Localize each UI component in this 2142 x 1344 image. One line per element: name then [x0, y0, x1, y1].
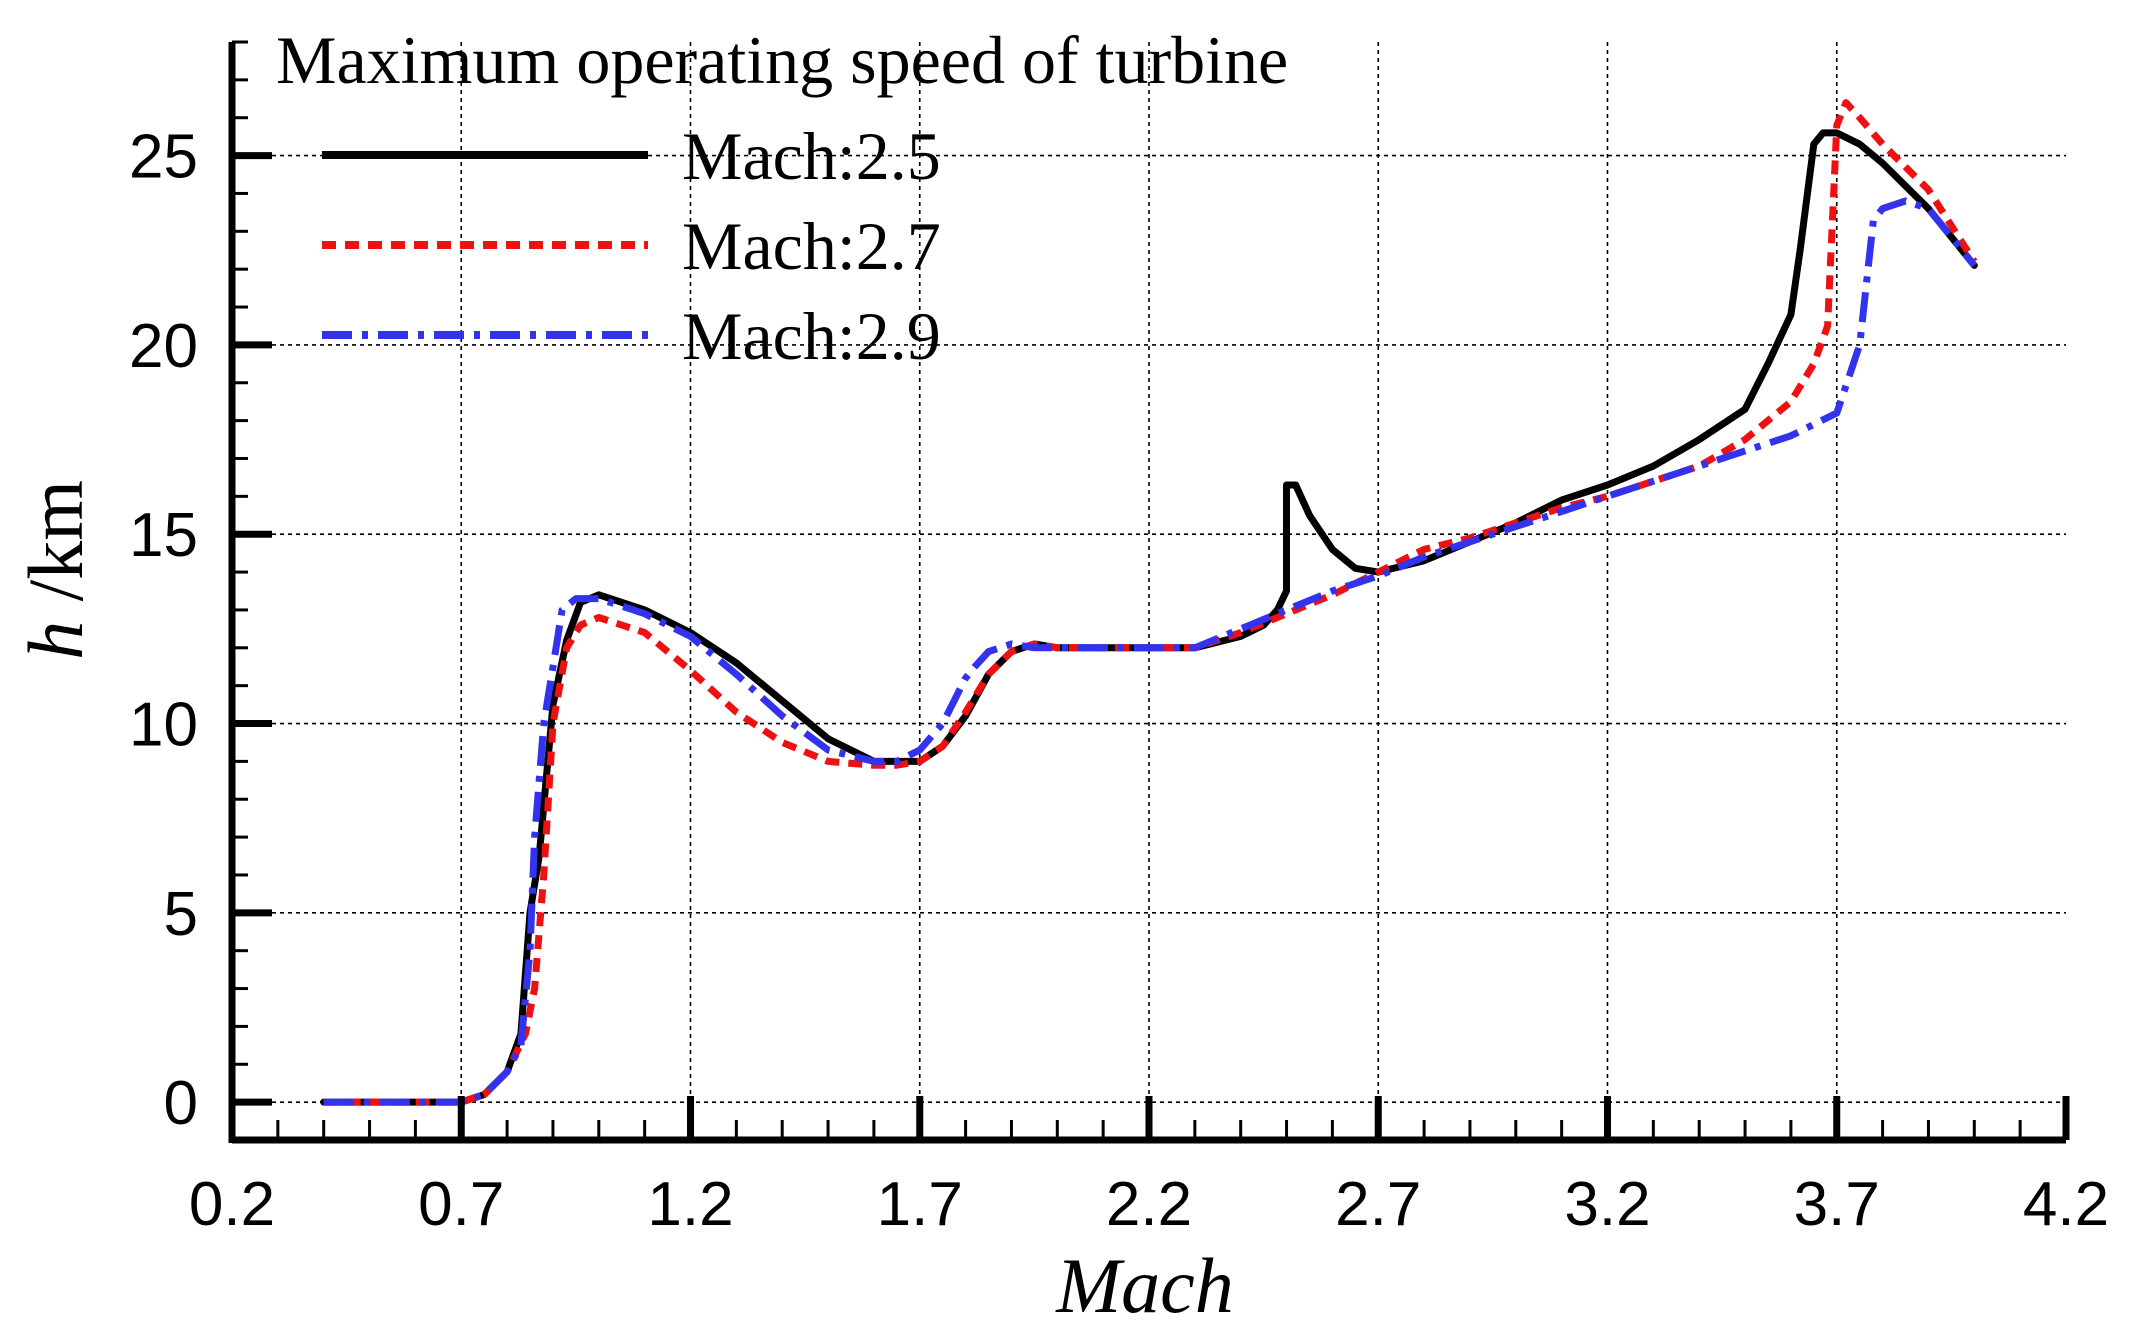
x-tick-label: 2.7 [1335, 1170, 1421, 1239]
legend-label: Mach:2.9 [682, 298, 941, 374]
legend: Maximum operating speed of turbine Mach:… [276, 22, 1288, 374]
series-line-mach-2-7 [323, 99, 1978, 1106]
y-tick-label: 15 [129, 501, 198, 570]
x-tick-label: 3.7 [1794, 1170, 1880, 1239]
tick-marks [228, 40, 2070, 1142]
x-tick-label: 2.2 [1106, 1170, 1192, 1239]
x-tick-label: 4.2 [2023, 1170, 2109, 1239]
x-tick-label: 0.7 [418, 1170, 504, 1239]
y-tick-label: 20 [129, 312, 198, 381]
series-line-mach-2-9 [323, 197, 1978, 1106]
axes [228, 42, 2066, 1144]
y-axis-unit: /km [12, 480, 99, 621]
x-tick-label: 3.2 [1564, 1170, 1650, 1239]
y-axis-variable: h [12, 621, 99, 660]
y-tick-label: 0 [164, 1069, 198, 1138]
legend-title: Maximum operating speed of turbine [276, 22, 1288, 98]
y-tick-label: 25 [129, 123, 198, 192]
gridlines [232, 42, 2066, 1140]
tick-labels: 0.2 0.7 1.2 1.7 2.2 2.7 3.2 3.7 4.2 0 5 10 15 20 25 [129, 123, 2109, 1239]
y-tick-label: 10 [129, 691, 198, 760]
x-tick-label: 1.2 [647, 1170, 733, 1239]
legend-label: Mach:2.5 [682, 118, 941, 194]
series-lines [320, 99, 1978, 1106]
y-axis-title: h /km [12, 480, 99, 660]
x-axis-title: Mach [1055, 1242, 1234, 1329]
x-tick-label: 0.2 [189, 1170, 275, 1239]
y-tick-label: 5 [164, 880, 198, 949]
legend-label: Mach:2.7 [682, 208, 941, 284]
x-tick-label: 1.7 [877, 1170, 963, 1239]
